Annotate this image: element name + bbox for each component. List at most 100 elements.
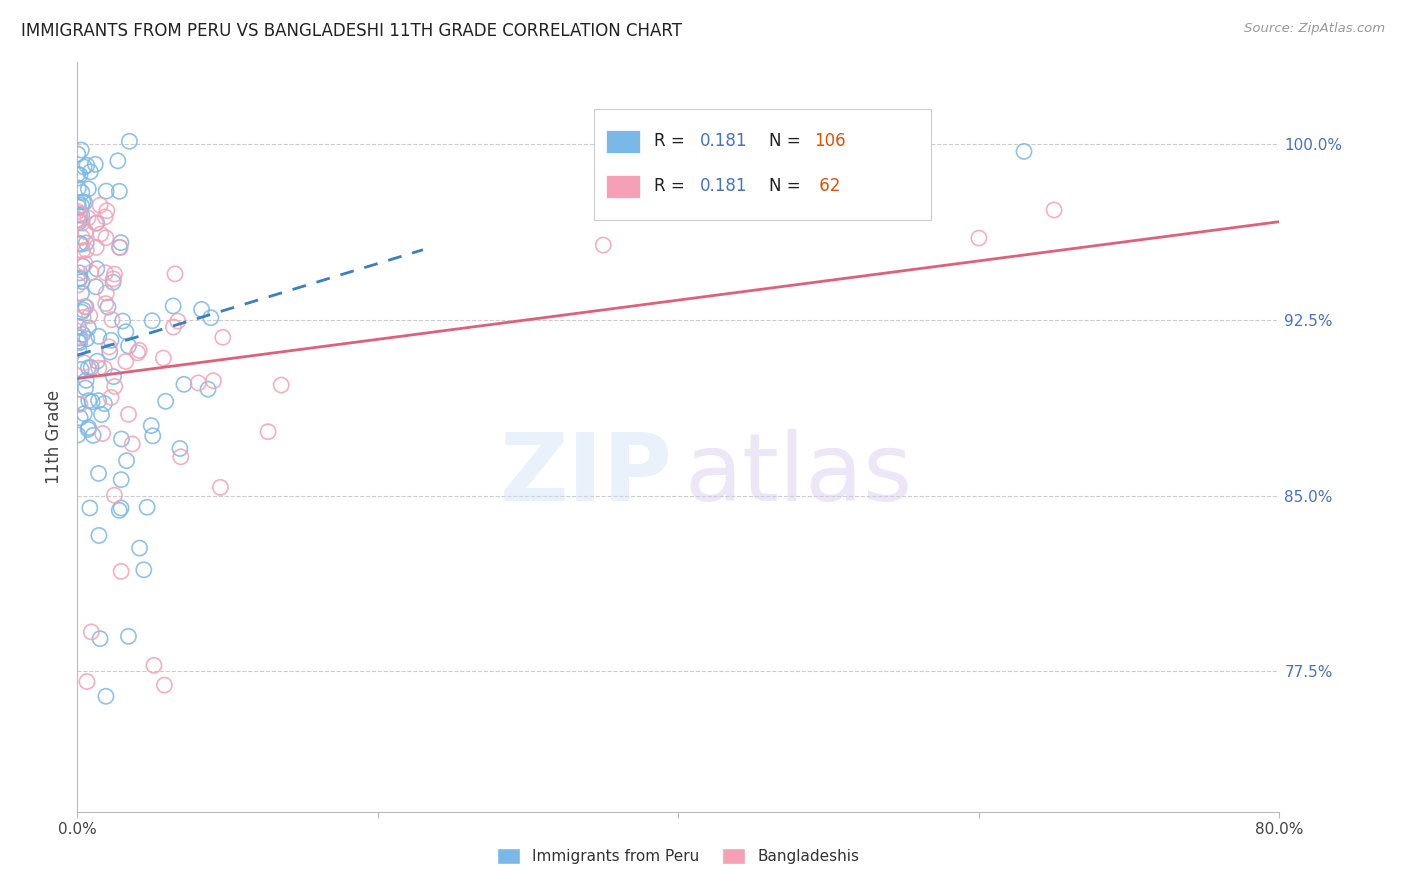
Point xyxy=(69,331,91,345)
Point xyxy=(87,393,110,408)
Point xyxy=(110,565,132,579)
Point xyxy=(152,351,174,365)
Point xyxy=(190,302,212,317)
Point xyxy=(80,266,103,280)
Point xyxy=(202,374,225,388)
Legend: Immigrants from Peru, Bangladeshis: Immigrants from Peru, Bangladeshis xyxy=(489,840,868,871)
Point xyxy=(141,418,163,433)
Point xyxy=(69,330,91,344)
Point xyxy=(110,501,132,516)
Point xyxy=(86,354,108,368)
Point xyxy=(89,632,111,646)
Point xyxy=(103,369,125,384)
Point xyxy=(70,237,93,252)
Point xyxy=(1043,202,1066,217)
Point xyxy=(77,393,100,408)
Point xyxy=(84,157,107,171)
Point xyxy=(121,437,143,451)
Text: Source: ZipAtlas.com: Source: ZipAtlas.com xyxy=(1244,22,1385,36)
Point xyxy=(96,184,118,198)
Point xyxy=(79,165,101,179)
Text: atlas: atlas xyxy=(685,428,912,521)
Point xyxy=(86,216,108,230)
Point xyxy=(75,373,97,387)
Point xyxy=(94,210,117,224)
Point xyxy=(67,319,90,334)
Point xyxy=(82,394,104,409)
Point xyxy=(72,327,94,342)
Point xyxy=(73,195,96,210)
Point xyxy=(89,198,111,212)
Point xyxy=(108,184,131,198)
Point xyxy=(592,238,614,252)
Point xyxy=(967,231,990,245)
Point xyxy=(128,541,150,555)
Point xyxy=(75,235,97,250)
Point xyxy=(187,376,209,390)
Point xyxy=(270,378,292,392)
Point xyxy=(73,300,96,314)
Point xyxy=(66,212,89,227)
Point xyxy=(1012,145,1035,159)
FancyBboxPatch shape xyxy=(595,109,931,219)
Point xyxy=(87,528,110,542)
Point xyxy=(173,377,195,392)
Point xyxy=(69,236,91,251)
Y-axis label: 11th Grade: 11th Grade xyxy=(45,390,63,484)
Point xyxy=(117,629,139,643)
Point xyxy=(69,335,91,350)
Point xyxy=(107,153,129,168)
Point xyxy=(94,231,117,245)
Point xyxy=(70,208,93,222)
Point xyxy=(72,194,94,209)
Text: N =: N = xyxy=(769,132,806,150)
Point xyxy=(69,410,91,425)
Point xyxy=(73,407,96,421)
Point xyxy=(70,305,93,319)
Point xyxy=(77,360,100,375)
FancyBboxPatch shape xyxy=(606,175,640,198)
Point xyxy=(67,200,90,214)
Point xyxy=(170,450,193,464)
Point xyxy=(118,134,141,148)
Point xyxy=(72,303,94,318)
Point xyxy=(108,240,131,254)
Point xyxy=(69,397,91,411)
Point xyxy=(101,275,124,289)
Point xyxy=(162,299,184,313)
Point xyxy=(66,204,89,219)
Point xyxy=(90,227,112,241)
Point xyxy=(72,259,94,273)
Point xyxy=(75,300,97,314)
Point xyxy=(100,333,122,347)
Text: 62: 62 xyxy=(814,178,841,195)
Point xyxy=(117,407,139,421)
Point xyxy=(110,473,132,487)
Point xyxy=(70,216,93,230)
Point xyxy=(73,257,96,271)
Point xyxy=(155,394,177,409)
Point xyxy=(94,296,117,310)
Point xyxy=(90,408,112,422)
Point xyxy=(93,361,115,376)
Point xyxy=(101,312,124,326)
Point xyxy=(67,272,90,286)
Point xyxy=(108,241,131,255)
Point xyxy=(82,428,104,442)
Point xyxy=(77,182,100,196)
Point xyxy=(141,314,163,328)
Point xyxy=(91,426,114,441)
Point xyxy=(70,198,93,212)
Point xyxy=(70,230,93,244)
Point xyxy=(153,678,176,692)
Point xyxy=(96,286,118,301)
Point xyxy=(73,356,96,370)
Point xyxy=(67,181,90,195)
Point xyxy=(76,158,98,172)
Point xyxy=(77,321,100,335)
Point xyxy=(70,143,93,157)
Point xyxy=(84,279,107,293)
Text: 0.181: 0.181 xyxy=(700,132,748,150)
Text: 106: 106 xyxy=(814,132,846,150)
Point xyxy=(136,500,159,515)
